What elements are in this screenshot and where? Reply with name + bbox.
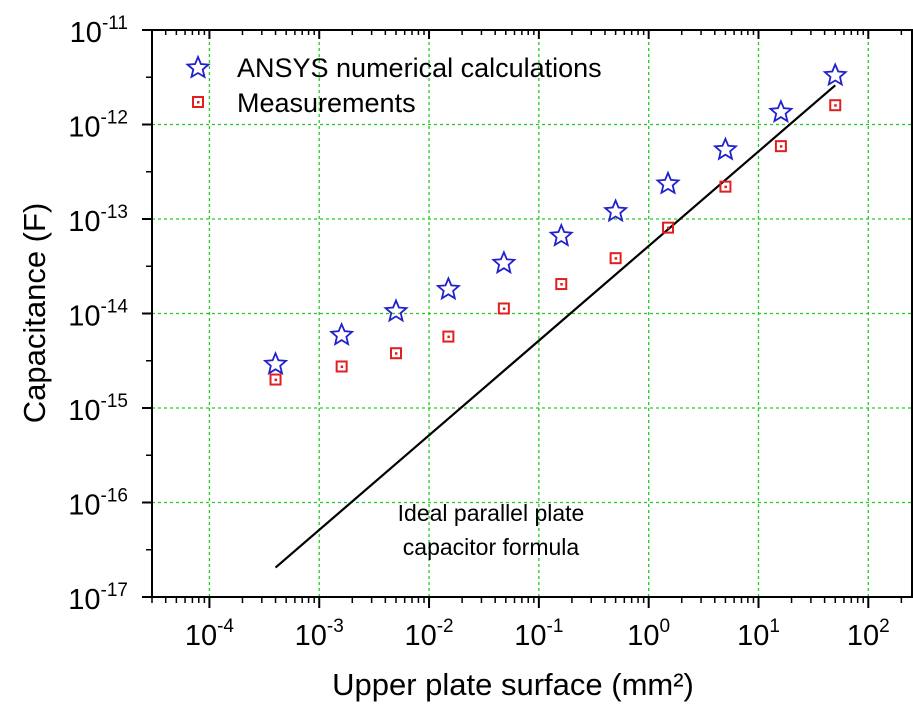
x-tick-label: 101 bbox=[737, 616, 780, 652]
y-tick-label: 10-11 bbox=[70, 13, 128, 49]
y-axis-title: Capacitance (F) bbox=[17, 203, 52, 424]
x-tick-label: 10-2 bbox=[404, 616, 453, 652]
square-outer bbox=[389, 347, 402, 360]
square-outer bbox=[719, 180, 732, 193]
measurement-point bbox=[442, 330, 455, 343]
square-outer bbox=[192, 96, 204, 108]
measurement-point bbox=[719, 180, 732, 193]
square-dot bbox=[197, 101, 200, 104]
square-outer bbox=[269, 373, 282, 386]
annotation-line-1: Ideal parallel plate bbox=[398, 500, 585, 526]
square-dot bbox=[502, 307, 506, 310]
annotation: Ideal parallel plate capacitor formula bbox=[398, 500, 585, 560]
legend-label-measurements: Measurements bbox=[237, 88, 416, 118]
square-dot bbox=[614, 257, 618, 260]
square-outer bbox=[497, 302, 510, 315]
square-dot bbox=[667, 226, 670, 230]
square-outer bbox=[829, 99, 842, 112]
x-axis-title: Upper plate surface (mm²) bbox=[332, 667, 694, 702]
legend-star-marker bbox=[185, 54, 211, 79]
x-tick-label: 102 bbox=[847, 616, 890, 652]
legend-square-marker bbox=[192, 96, 204, 108]
x-tick-label: 10-3 bbox=[295, 616, 344, 652]
ansys-point bbox=[435, 276, 462, 301]
grid bbox=[152, 29, 912, 598]
ansys-point bbox=[712, 136, 739, 161]
y-tick-label: 10-15 bbox=[68, 391, 128, 427]
x-tick-label: 10-4 bbox=[185, 616, 235, 652]
y-tick-label: 10-12 bbox=[68, 108, 128, 144]
ansys-point bbox=[383, 298, 409, 323]
square-dot bbox=[340, 365, 344, 368]
measurement-point bbox=[335, 360, 348, 373]
measurement-point bbox=[829, 99, 842, 112]
square-dot bbox=[724, 185, 727, 189]
square-outer bbox=[609, 252, 622, 265]
square-outer bbox=[335, 360, 348, 373]
y-tick-label: 10-14 bbox=[68, 297, 128, 333]
ansys-point bbox=[768, 98, 794, 124]
measurement-point bbox=[497, 302, 510, 315]
annotation-line-2: capacitor formula bbox=[403, 534, 580, 560]
measurement-point bbox=[609, 252, 622, 265]
plot-area bbox=[262, 62, 848, 569]
legend-label-ansys: ANSYS numerical calculations bbox=[237, 53, 602, 83]
measurement-point bbox=[555, 278, 568, 291]
y-tick-label: 10-17 bbox=[68, 580, 128, 616]
square-dot bbox=[834, 104, 837, 107]
measurement-point bbox=[774, 140, 787, 153]
legend-square-shape bbox=[192, 96, 204, 108]
measurement-point bbox=[389, 347, 402, 360]
square-dot bbox=[779, 145, 783, 148]
y-tick-label: 10-13 bbox=[68, 202, 128, 238]
ansys-point bbox=[491, 249, 517, 275]
square-dot bbox=[274, 378, 278, 382]
square-dot bbox=[394, 352, 398, 355]
measurement-point bbox=[662, 221, 675, 234]
ansys-point bbox=[548, 222, 574, 247]
square-outer bbox=[442, 330, 455, 343]
measurement-point bbox=[269, 373, 282, 386]
y-tick-label: 10-16 bbox=[68, 486, 128, 522]
ansys-point bbox=[655, 170, 681, 195]
square-dot bbox=[560, 283, 563, 286]
ansys-point bbox=[822, 62, 848, 87]
tick-labels: 10-4 10-3 10-2 10-1 100 101 102 10-17 10-16 10-15… bbox=[68, 13, 889, 652]
ansys-point bbox=[329, 321, 355, 347]
square-outer bbox=[774, 140, 787, 153]
x-tick-label: 10-1 bbox=[514, 616, 563, 652]
legend: ANSYS numerical calculations Measurement… bbox=[185, 53, 602, 118]
square-outer bbox=[662, 221, 675, 234]
x-tick-label: 100 bbox=[627, 616, 670, 652]
legend-star-shape bbox=[185, 54, 211, 79]
ideal-formula-line bbox=[274, 84, 836, 569]
ansys-point bbox=[602, 198, 629, 223]
square-outer bbox=[555, 278, 568, 291]
square-dot bbox=[447, 335, 450, 339]
axis-ticks bbox=[142, 29, 903, 608]
ansys-point bbox=[262, 350, 289, 376]
